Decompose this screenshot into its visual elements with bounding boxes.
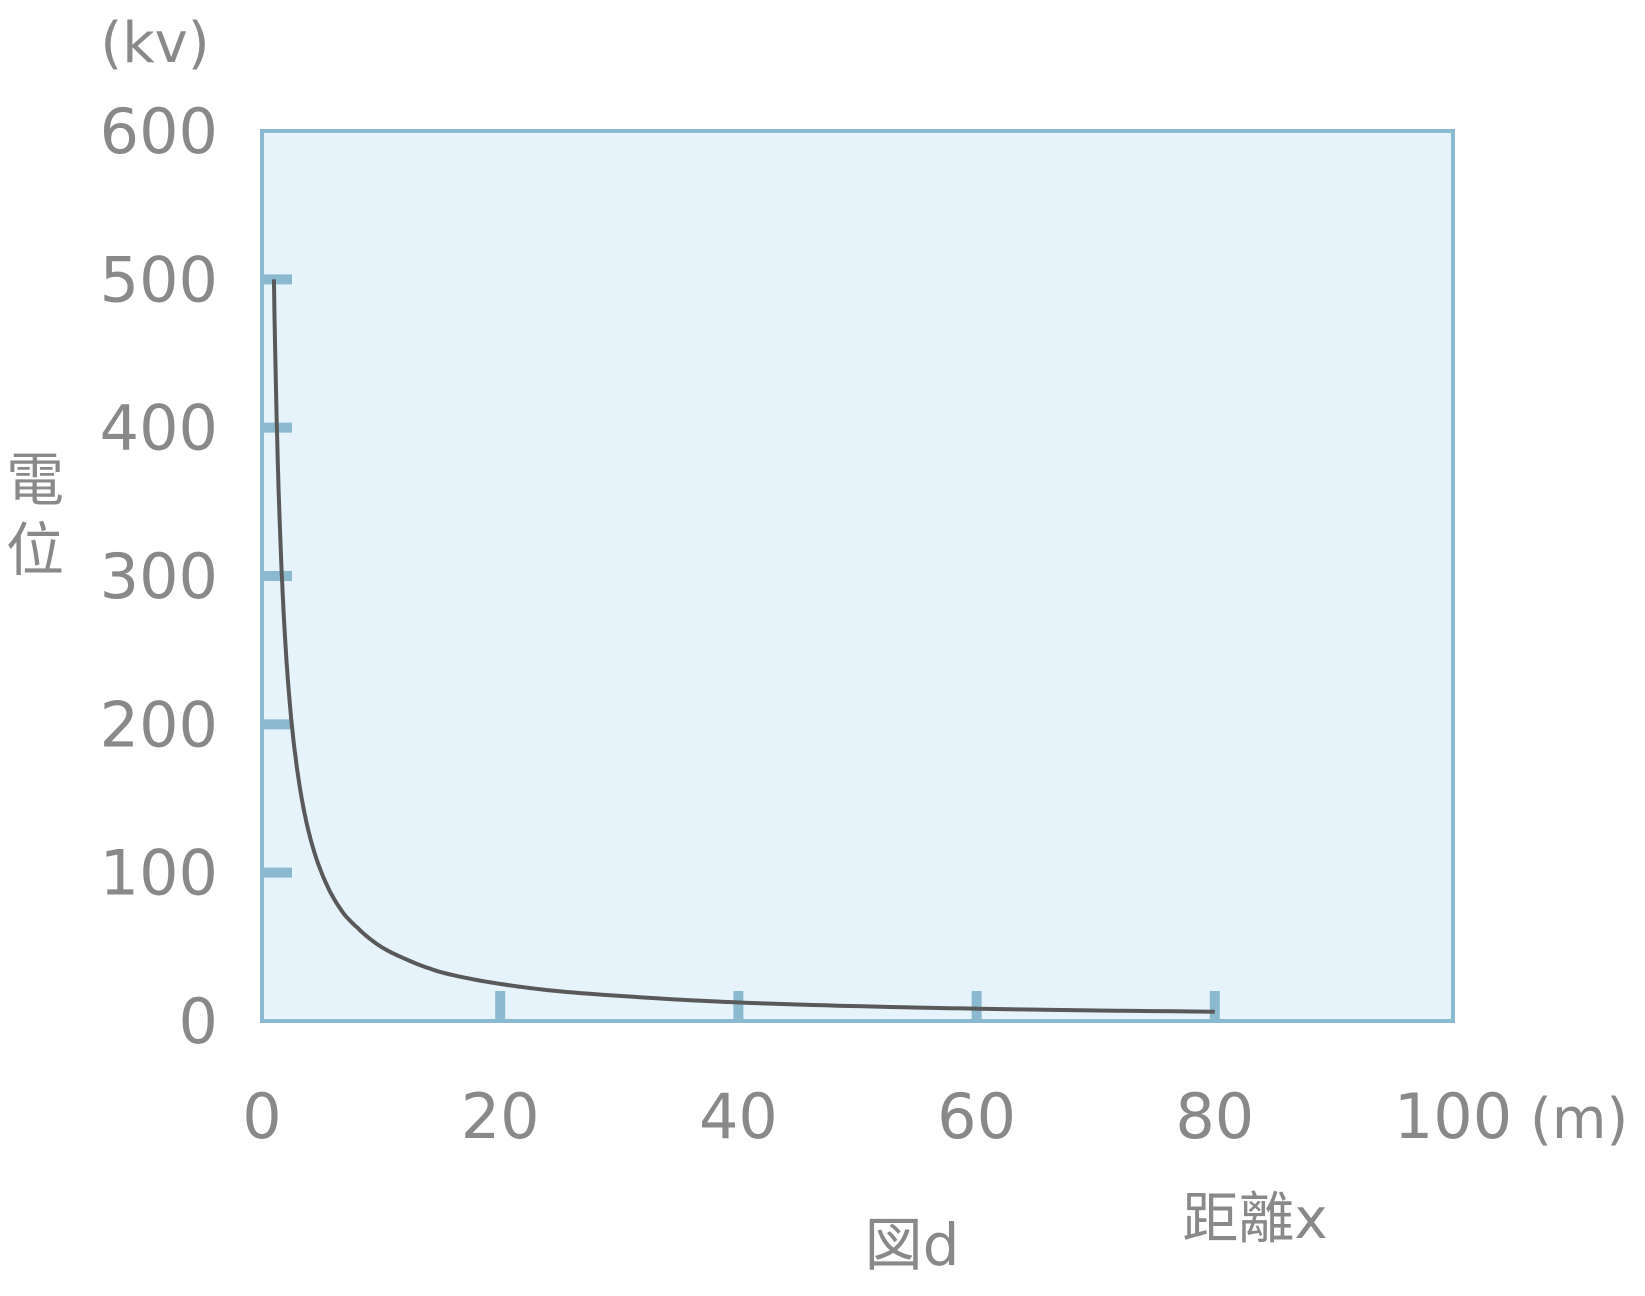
y-tick-label: 400	[100, 392, 218, 465]
x-tick-label: 0	[242, 1080, 281, 1153]
x-tick-label: 20	[461, 1080, 540, 1153]
plot-area	[260, 129, 1455, 1023]
y-tick-label: 0	[179, 985, 218, 1058]
x-tick-label: 100	[1394, 1080, 1512, 1153]
y-unit: (kv)	[100, 11, 209, 76]
x-tick-label: 80	[1175, 1080, 1254, 1153]
y-axis-label-2: 位	[6, 516, 64, 584]
y-tick-label: 300	[100, 540, 218, 613]
y-tick-label: 500	[100, 243, 218, 316]
x-unit: (m)	[1530, 1087, 1628, 1152]
series-line	[271, 279, 1215, 1014]
figure-caption: 図d	[865, 1211, 960, 1279]
y-axis-label-1: 電	[6, 446, 64, 514]
y-tick-label: 100	[100, 837, 218, 910]
x-tick-label: 40	[699, 1080, 778, 1153]
y-tick-label: 200	[100, 688, 218, 761]
x-axis-label: 距離x	[1182, 1187, 1327, 1252]
x-tick-label: 60	[937, 1080, 1016, 1153]
y-tick-label: 600	[100, 95, 218, 168]
